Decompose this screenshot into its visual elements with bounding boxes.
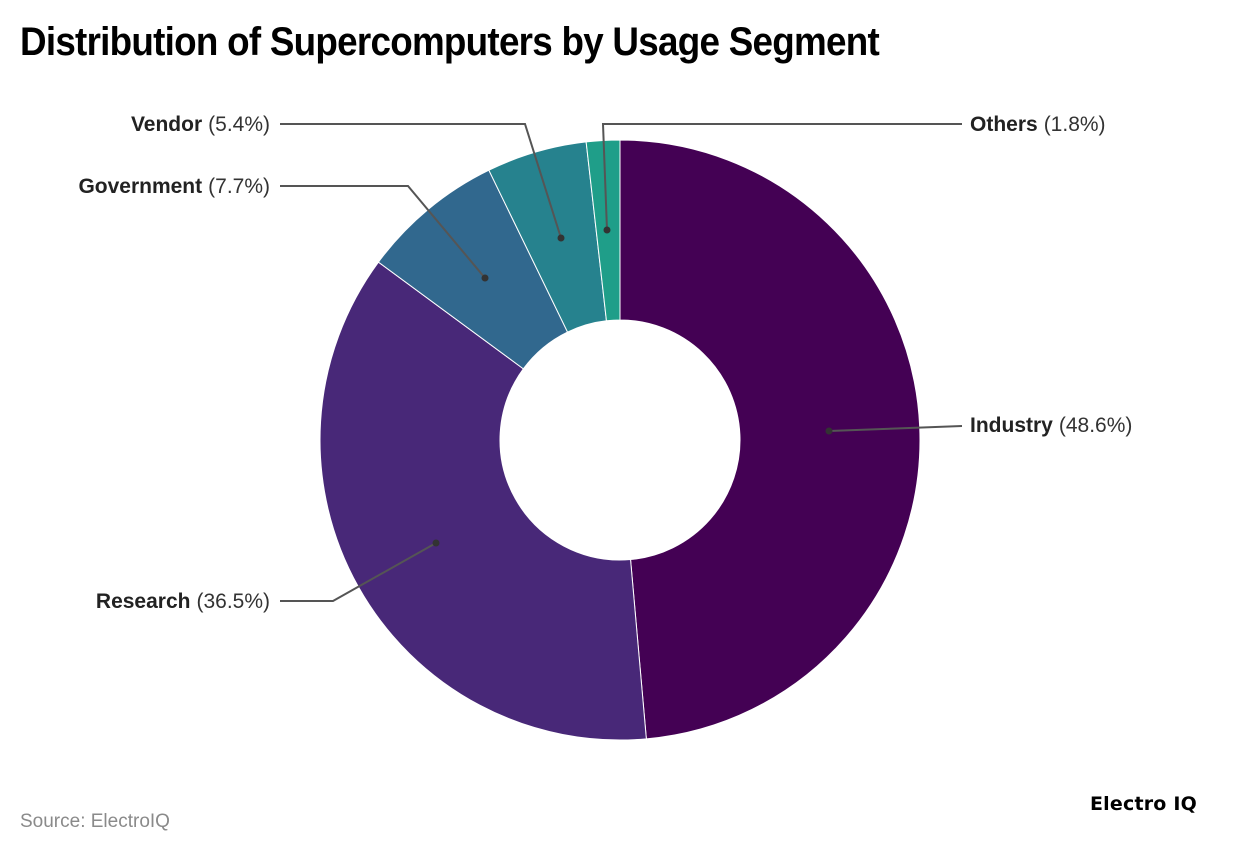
leader-dot-government <box>481 274 489 282</box>
leader-dot-others <box>603 226 611 234</box>
label-research: Research (36.5%) <box>96 590 270 613</box>
slice-research[interactable] <box>319 261 647 741</box>
leader-line-vendor <box>280 123 562 239</box>
leader-line-government <box>280 185 486 279</box>
leader-dots <box>432 226 833 547</box>
chart-title: Distribution of Supercomputers by Usage … <box>20 20 880 64</box>
donut-slices <box>319 139 921 741</box>
leader-lines <box>280 123 963 602</box>
label-others: Others (1.8%) <box>970 113 1106 136</box>
label-vendor: Vendor (5.4%) <box>131 113 270 136</box>
leader-line-industry <box>828 425 963 432</box>
slice-others[interactable] <box>585 139 621 322</box>
leader-dot-industry <box>825 427 833 435</box>
brand-logo: Electro IQ <box>1090 793 1197 815</box>
slice-industry[interactable] <box>619 139 921 740</box>
leader-dot-vendor <box>557 234 565 242</box>
label-government: Government (7.7%) <box>78 175 270 198</box>
leader-dot-research <box>432 539 440 547</box>
leader-line-research <box>280 542 437 602</box>
label-industry: Industry (48.6%) <box>970 414 1132 437</box>
leader-line-others <box>601 123 962 231</box>
source-note: Source: ElectroIQ <box>20 811 170 832</box>
